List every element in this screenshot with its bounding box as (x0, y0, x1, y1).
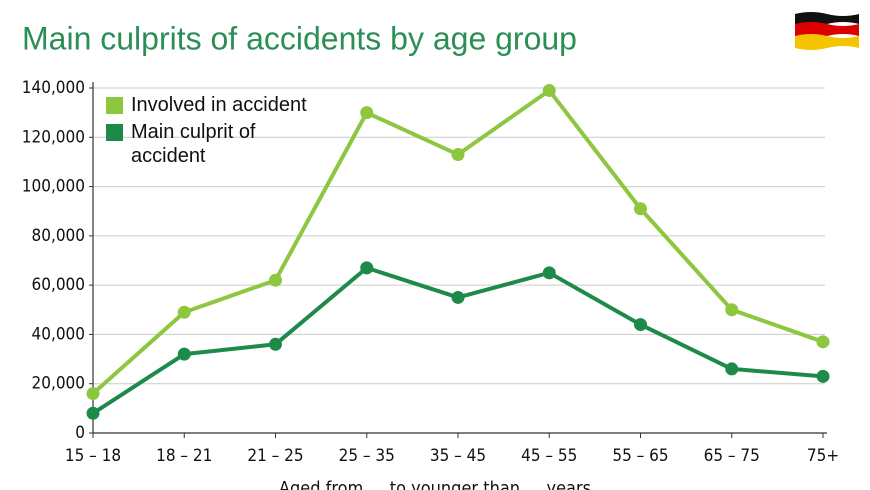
x-tick-label: 75+ (807, 446, 839, 466)
data-point (360, 106, 374, 120)
data-point (816, 335, 830, 349)
data-point (542, 266, 556, 280)
data-point (86, 387, 100, 401)
data-point (542, 83, 556, 97)
data-point (634, 202, 647, 216)
data-point (269, 337, 282, 351)
y-tick-label: 20,000 (32, 374, 86, 394)
legend-item: Main culprit of accident (131, 121, 256, 167)
legend-label: Involved in accident (131, 94, 307, 116)
x-axis-label: Aged from … to younger than … years (279, 478, 591, 490)
y-tick-label: 40,000 (32, 324, 86, 344)
data-point (725, 303, 739, 317)
data-point (360, 261, 374, 275)
x-tick-label: 55 – 65 (612, 446, 668, 466)
x-tick-label: 15 – 18 (65, 446, 121, 466)
flag (795, 12, 859, 50)
legend-label: Main culprit of accident (131, 121, 256, 167)
data-point (269, 273, 282, 287)
data-point (86, 406, 100, 420)
legend-item: Involved in accident (131, 94, 307, 116)
data-point (451, 290, 465, 304)
x-tick-label: 21 – 25 (247, 446, 303, 466)
y-tick-label: 60,000 (32, 275, 86, 295)
x-tick-label: 35 – 45 (430, 446, 486, 466)
x-tick-label: 18 – 21 (156, 446, 212, 466)
y-tick-label: 140,000 (22, 78, 85, 98)
legend-swatch (106, 124, 123, 141)
chart-title: Main culprits of accidents by age group (22, 20, 577, 56)
y-tick-label: 80,000 (32, 226, 86, 246)
data-point (177, 347, 191, 361)
legend-swatch (106, 97, 123, 114)
y-tick-label: 100,000 (22, 177, 85, 197)
x-tick-label: 65 – 75 (704, 446, 760, 466)
data-point (634, 318, 647, 332)
y-tick-label: 120,000 (22, 127, 85, 147)
data-point (451, 148, 465, 162)
y-tick-label: 0 (75, 423, 85, 443)
data-point (725, 362, 739, 376)
data-point (177, 305, 191, 319)
x-tick-label: 25 – 35 (339, 446, 395, 466)
x-tick-label: 45 – 55 (521, 446, 577, 466)
data-point (816, 369, 830, 383)
